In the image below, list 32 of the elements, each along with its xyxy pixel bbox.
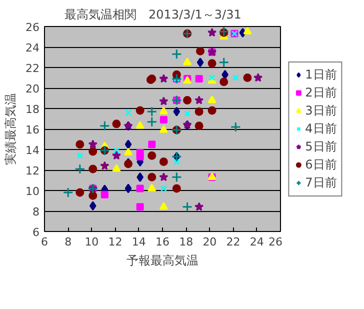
y-tick-label: 16 <box>26 124 40 136</box>
legend-label: 6日前 <box>305 156 337 173</box>
x-tick-label: 10 <box>84 236 99 248</box>
x-tick-label: 18 <box>179 236 194 248</box>
y-tick-label: 14 <box>26 144 40 157</box>
x-tick-label: 14 <box>132 236 146 248</box>
y-tick-label: 24 <box>26 42 40 54</box>
y-tick-label: 20 <box>26 82 40 96</box>
y-tick-label: 26 <box>26 21 40 34</box>
x-tick-label: 24 <box>250 236 264 248</box>
legend-label: 5日前 <box>305 138 337 155</box>
y-tick-label: 8 <box>32 206 40 218</box>
y-tick-label: 6 <box>32 226 40 239</box>
y-tick-label: 10 <box>26 185 40 198</box>
x-tick-label: 16 <box>156 236 170 248</box>
y-axis-title: 実績最高気温 <box>4 93 18 165</box>
x-tick-label: 20 <box>202 236 217 248</box>
x-axis-title: 予報最高気温 <box>126 254 198 268</box>
legend-label: 3日前 <box>305 102 337 119</box>
x-tick-label: 6 <box>41 236 48 248</box>
x-tick-label: 26 <box>268 236 283 248</box>
legend-label: 7日前 <box>305 174 337 191</box>
y-tick-label: 22 <box>26 62 40 75</box>
chart-title: 最高気温相関 2013/3/1～3/31 <box>64 8 242 22</box>
legend-label: 1日前 <box>305 66 337 83</box>
x-tick-label: 12 <box>108 236 122 248</box>
legend-label: 4日前 <box>305 120 337 137</box>
x-tick-label: 8 <box>64 236 72 248</box>
legend-label: 2日前 <box>305 84 337 101</box>
y-tick-label: 12 <box>26 164 40 178</box>
y-tick-label: 18 <box>26 103 40 116</box>
x-tick-label: 22 <box>226 236 240 248</box>
